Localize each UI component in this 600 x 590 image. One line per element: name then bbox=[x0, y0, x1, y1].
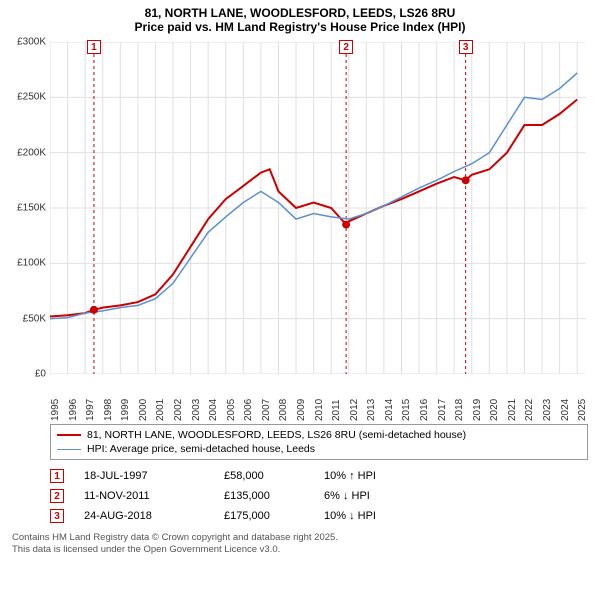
x-tick-label: 2004 bbox=[208, 399, 219, 421]
x-tick-label: 2006 bbox=[243, 399, 254, 421]
event-marker-1: 1 bbox=[87, 40, 101, 54]
event-date: 24-AUG-2018 bbox=[84, 510, 204, 522]
footnote-line-1: Contains HM Land Registry data © Crown c… bbox=[12, 532, 588, 544]
plot-region: 1 2 3 bbox=[50, 42, 586, 374]
x-tick-label: 2018 bbox=[454, 399, 465, 421]
legend-swatch bbox=[57, 449, 81, 450]
event-marker-ref: 2 bbox=[50, 489, 64, 503]
event-marker-3: 3 bbox=[459, 40, 473, 54]
legend-label: HPI: Average price, semi-detached house,… bbox=[87, 443, 315, 455]
x-tick-label: 2007 bbox=[261, 399, 272, 421]
events-table: 1 18-JUL-1997 £58,000 10% ↑ HPI 2 11-NOV-2011… bbox=[50, 466, 588, 526]
event-date: 11-NOV-2011 bbox=[84, 490, 204, 502]
x-tick-label: 2025 bbox=[577, 399, 588, 421]
event-price: £58,000 bbox=[224, 470, 304, 482]
y-tick-label: £250K bbox=[8, 92, 46, 103]
y-tick-label: £50K bbox=[8, 313, 46, 324]
event-row: 2 11-NOV-2011 £135,000 6% ↓ HPI bbox=[50, 486, 588, 506]
y-tick-label: £100K bbox=[8, 258, 46, 269]
legend: 81, NORTH LANE, WOODLESFORD, LEEDS, LS26… bbox=[50, 424, 588, 460]
x-tick-label: 2023 bbox=[542, 399, 553, 421]
event-marker-ref: 1 bbox=[50, 469, 64, 483]
x-tick-label: 1997 bbox=[85, 399, 96, 421]
legend-swatch bbox=[57, 434, 81, 436]
x-tick-label: 2010 bbox=[314, 399, 325, 421]
title-line-1: 81, NORTH LANE, WOODLESFORD, LEEDS, LS26… bbox=[8, 6, 592, 20]
event-price: £135,000 bbox=[224, 490, 304, 502]
x-tick-label: 2019 bbox=[472, 399, 483, 421]
x-tick-label: 2014 bbox=[384, 399, 395, 421]
x-axis: 1995 1996 1997 1998 1999 2000 2001 2002 2003 2004… bbox=[50, 374, 586, 418]
x-tick-label: 1998 bbox=[103, 399, 114, 421]
footnote: Contains HM Land Registry data © Crown c… bbox=[12, 532, 588, 557]
x-tick-label: 1996 bbox=[68, 399, 79, 421]
x-tick-label: 2015 bbox=[401, 399, 412, 421]
x-tick-label: 2020 bbox=[489, 399, 500, 421]
title-line-2: Price paid vs. HM Land Registry's House … bbox=[8, 20, 592, 34]
x-tick-label: 2008 bbox=[278, 399, 289, 421]
x-tick-label: 2013 bbox=[366, 399, 377, 421]
y-tick-label: £200K bbox=[8, 147, 46, 158]
x-tick-label: 2012 bbox=[349, 399, 360, 421]
y-tick-label: £300K bbox=[8, 37, 46, 48]
event-row: 3 24-AUG-2018 £175,000 10% ↓ HPI bbox=[50, 506, 588, 526]
x-tick-label: 2022 bbox=[524, 399, 535, 421]
x-tick-label: 2024 bbox=[560, 399, 571, 421]
event-marker-2: 2 bbox=[339, 40, 353, 54]
x-tick-label: 2009 bbox=[296, 399, 307, 421]
x-tick-label: 2011 bbox=[331, 399, 342, 421]
plot-svg bbox=[50, 42, 586, 374]
x-tick-label: 2001 bbox=[155, 399, 166, 421]
event-row: 1 18-JUL-1997 £58,000 10% ↑ HPI bbox=[50, 466, 588, 486]
x-tick-label: 2016 bbox=[419, 399, 430, 421]
event-price: £175,000 bbox=[224, 510, 304, 522]
x-tick-label: 2017 bbox=[437, 399, 448, 421]
event-delta: 6% ↓ HPI bbox=[324, 490, 370, 502]
footnote-line-2: This data is licensed under the Open Gov… bbox=[12, 544, 588, 556]
legend-label: 81, NORTH LANE, WOODLESFORD, LEEDS, LS26… bbox=[87, 429, 466, 441]
x-tick-label: 2003 bbox=[191, 399, 202, 421]
y-tick-label: £150K bbox=[8, 203, 46, 214]
chart-title: 81, NORTH LANE, WOODLESFORD, LEEDS, LS26… bbox=[8, 6, 592, 34]
event-delta: 10% ↓ HPI bbox=[324, 510, 376, 522]
chart-container: 81, NORTH LANE, WOODLESFORD, LEEDS, LS26… bbox=[0, 0, 600, 590]
event-marker-ref: 3 bbox=[50, 509, 64, 523]
x-tick-label: 2000 bbox=[138, 399, 149, 421]
legend-item-price-paid: 81, NORTH LANE, WOODLESFORD, LEEDS, LS26… bbox=[57, 428, 581, 442]
y-tick-label: £0 bbox=[8, 369, 46, 380]
x-tick-label: 2021 bbox=[507, 399, 518, 421]
legend-item-hpi: HPI: Average price, semi-detached house,… bbox=[57, 442, 581, 456]
x-tick-label: 2002 bbox=[173, 399, 184, 421]
event-date: 18-JUL-1997 bbox=[84, 470, 204, 482]
event-delta: 10% ↑ HPI bbox=[324, 470, 376, 482]
x-tick-label: 1999 bbox=[120, 399, 131, 421]
chart-area: £0 £50K £100K £150K £200K £250K £300K 1 2 3 1995… bbox=[8, 38, 592, 418]
x-tick-label: 1995 bbox=[50, 399, 61, 421]
x-tick-label: 2005 bbox=[226, 399, 237, 421]
y-axis: £0£50K£100K£150K£200K£250K£300K bbox=[8, 42, 50, 374]
